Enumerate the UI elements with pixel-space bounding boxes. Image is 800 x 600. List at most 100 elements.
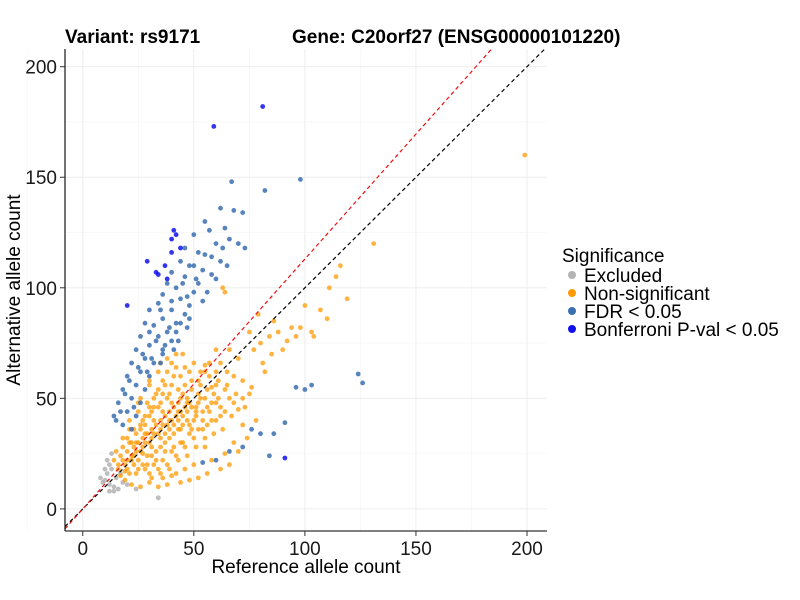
- plot-background: [65, 49, 547, 531]
- data-point: [262, 188, 268, 193]
- data-point: [173, 365, 179, 370]
- data-point: [149, 453, 155, 459]
- data-point: [107, 488, 112, 494]
- data-point: [218, 413, 223, 419]
- data-point: [182, 311, 188, 317]
- data-point: [167, 435, 172, 441]
- data-point: [158, 435, 163, 441]
- data-point: [131, 404, 137, 410]
- data-point: [175, 387, 181, 392]
- data-point: [135, 457, 141, 463]
- data-point: [167, 466, 172, 472]
- data-point: [153, 449, 159, 454]
- data-point: [302, 387, 308, 392]
- data-point: [235, 356, 241, 361]
- data-point: [200, 460, 206, 465]
- data-point: [126, 471, 132, 476]
- data-point: [155, 369, 161, 375]
- data-point: [193, 413, 199, 419]
- data-point: [187, 316, 192, 322]
- data-point: [169, 298, 175, 304]
- data-point: [224, 382, 230, 388]
- data-point: [164, 482, 170, 487]
- data-point: [160, 378, 166, 384]
- data-point: [180, 391, 186, 397]
- data-point: [164, 276, 170, 282]
- data-point: [209, 254, 215, 260]
- data-point: [240, 210, 246, 216]
- data-point: [107, 462, 112, 468]
- data-point: [173, 471, 179, 476]
- data-point: [182, 274, 188, 280]
- data-point: [138, 422, 143, 428]
- data-point: [138, 484, 143, 490]
- data-point: [109, 451, 114, 456]
- legend-entry: FDR < 0.05: [568, 302, 682, 323]
- data-point: [240, 444, 246, 450]
- reference-line-expected-ratio: [64, 48, 493, 530]
- data-point: [187, 263, 192, 269]
- data-point: [247, 329, 252, 335]
- data-point: [144, 462, 150, 468]
- data-point: [115, 486, 121, 492]
- data-point: [235, 449, 241, 454]
- data-point: [129, 482, 135, 487]
- data-point: [202, 395, 208, 401]
- data-point: [193, 409, 199, 414]
- data-point: [311, 334, 317, 339]
- data-point: [293, 334, 299, 339]
- data-point: [249, 384, 255, 390]
- data-point: [153, 457, 159, 463]
- data-point: [184, 395, 190, 401]
- data-point: [211, 391, 217, 397]
- data-point: [171, 444, 177, 450]
- data-point: [227, 462, 232, 468]
- data-point: [231, 373, 237, 379]
- data-point: [267, 453, 272, 459]
- legend-key: [568, 271, 576, 279]
- data-point: [160, 409, 166, 414]
- data-point: [229, 413, 235, 419]
- data-point: [158, 471, 163, 476]
- legend-label: Excluded: [584, 266, 662, 287]
- data-point: [129, 395, 135, 401]
- data-point: [162, 382, 168, 388]
- data-point: [124, 449, 130, 454]
- data-point: [133, 382, 139, 388]
- data-point: [169, 307, 175, 313]
- data-point: [142, 422, 148, 428]
- data-point: [175, 400, 181, 406]
- data-point: [218, 258, 223, 264]
- data-point: [149, 444, 155, 450]
- legend-key: [568, 325, 576, 333]
- data-point: [213, 347, 219, 353]
- data-point: [200, 426, 206, 432]
- data-point: [182, 444, 188, 450]
- data-point: [189, 378, 195, 384]
- data-point: [204, 422, 210, 428]
- data-point: [162, 449, 168, 454]
- data-point: [160, 292, 166, 297]
- data-point: [240, 395, 246, 401]
- data-point: [209, 384, 215, 390]
- x-axis-ticks: 0 50 100 150 200: [77, 531, 543, 560]
- data-point: [164, 369, 170, 375]
- data-point: [207, 227, 212, 233]
- data-point: [227, 395, 232, 401]
- data-point: [227, 449, 232, 454]
- data-point: [102, 466, 108, 472]
- data-point: [260, 104, 266, 109]
- data-point: [227, 347, 232, 353]
- data-point: [133, 347, 139, 353]
- data-point: [187, 369, 192, 375]
- data-point: [215, 378, 221, 384]
- data-point: [182, 245, 188, 251]
- data-point: [209, 272, 215, 277]
- data-point: [107, 482, 112, 487]
- data-point: [160, 457, 166, 463]
- data-point: [142, 440, 148, 445]
- data-point: [169, 236, 175, 242]
- data-point: [158, 400, 163, 406]
